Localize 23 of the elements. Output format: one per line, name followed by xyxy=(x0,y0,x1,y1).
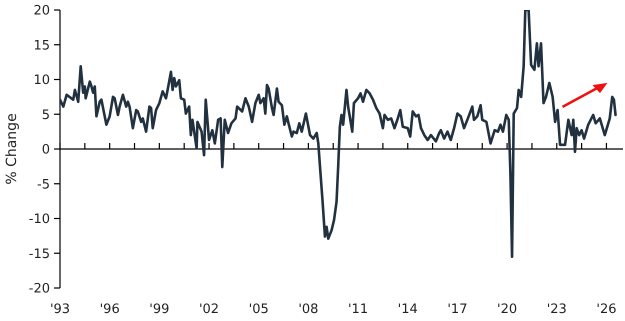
x-tick-label: '11 xyxy=(348,302,368,317)
x-tick-label: '93 xyxy=(50,302,70,317)
x-tick-label: '02 xyxy=(198,302,220,317)
x-tick-label: '26 xyxy=(596,302,617,317)
y-tick-label: -5 xyxy=(37,177,50,192)
y-tick-label: 20 xyxy=(33,4,50,19)
y-tick-label: 15 xyxy=(33,38,50,54)
x-tick-label: '99 xyxy=(149,302,170,317)
y-tick-label: -15 xyxy=(28,246,50,262)
x-tick-label: '23 xyxy=(546,302,567,317)
y-axis-title: % Change xyxy=(4,113,20,185)
x-tick-label: '96 xyxy=(100,302,120,317)
x-tick-label: '05 xyxy=(248,302,269,317)
x-tick-label: '17 xyxy=(447,302,468,317)
x-tick-label: '14 xyxy=(398,302,418,317)
y-tick-label: -20 xyxy=(28,282,50,297)
y-tick-label: 0 xyxy=(42,142,50,158)
line-series xyxy=(60,10,617,258)
x-tick-label: '20 xyxy=(497,302,518,317)
y-tick-label: -10 xyxy=(28,212,50,228)
x-tick-label: '08 xyxy=(298,302,318,317)
y-tick-label: 5 xyxy=(42,108,50,123)
y-tick-label: 10 xyxy=(33,73,50,88)
